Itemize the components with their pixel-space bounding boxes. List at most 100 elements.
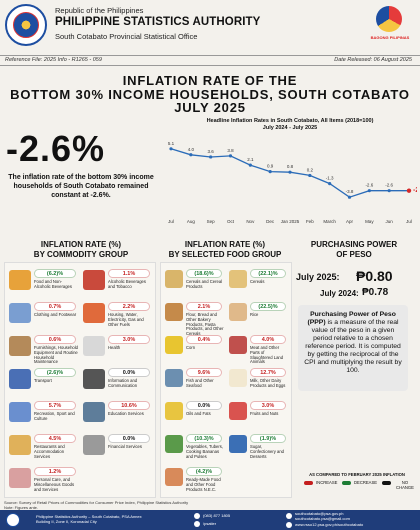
footer-phone[interactable]: (083) 877 1805 [203, 513, 231, 518]
legend-nochange-swatch [382, 481, 391, 485]
group-label: Financial Services [108, 444, 142, 449]
rate-value: 1.2% [34, 467, 76, 476]
ppp-july-2024: July 2024: [320, 289, 359, 298]
data-label: 3.6 [208, 149, 215, 154]
data-point [169, 147, 173, 151]
page-title: INFLATION RATE OF THE BOTTOM 30% INCOME … [10, 73, 410, 115]
footer-website[interactable]: www.rsso12.psa.gov.ph/southcotabato [295, 522, 364, 527]
data-point [268, 170, 272, 174]
data-label: 0.2 [307, 167, 314, 172]
group-item: 12.7% Milk, Other Dairy Products and Eggs [229, 367, 289, 400]
inflation-line-chart: 5.1 Jul 4.0 Aug 3.6 Sep 3.8 Oct 2.1 Nov 0.9 Dec 0.8 J… [168, 141, 417, 224]
group-item: 9.6% Fish and Other Seafood [165, 367, 225, 400]
group-item: 4.0% Meat and Other Parts of Slaughtered … [229, 334, 289, 367]
vegetables-icon [165, 435, 183, 453]
group-item: 3.0% Health [83, 334, 153, 367]
restaurant-icon [9, 435, 31, 455]
group-label: Recreation, Sport and Culture [34, 411, 75, 421]
laptop-icon [83, 369, 105, 389]
data-label: 0.8 [287, 164, 294, 169]
rate-value: (18.6)% [186, 269, 222, 278]
group-label: Vegetables, Tubers, Cooking Bananas and … [186, 444, 224, 459]
data-point [347, 195, 352, 199]
x-tick-label: Apr [346, 219, 354, 224]
group-label: Alcoholic Beverages and Tobacco [108, 279, 146, 289]
rate-value: 2.1% [186, 302, 222, 311]
ppp-july-2024-value: ₱0.78 [362, 287, 389, 298]
x-tick-label: Jul [406, 219, 412, 224]
ready-food-icon [165, 468, 183, 486]
data-point [328, 182, 332, 186]
republic-label: Republic of the Philippines [55, 6, 144, 15]
rate-value: 3.0% [108, 335, 150, 344]
rate-value: 1.1% [108, 269, 150, 278]
data-point [367, 189, 371, 193]
sugar-icon [229, 435, 247, 453]
legend-increase: INCREASE [316, 480, 338, 485]
legend-decrease: DECREASE [354, 480, 378, 485]
phone-icon [194, 513, 200, 519]
group-label: Fish and Other Seafood [186, 378, 214, 388]
ppp-heading: PURCHASING POWER OF PESO [310, 240, 398, 259]
x-tick-label: Nov [246, 219, 255, 224]
group-label: Information and Communication [108, 378, 138, 388]
rate-value: 0.0% [108, 368, 150, 377]
group-item: (22.5)% Rice [229, 301, 289, 334]
rate-value: 2.2% [108, 302, 150, 311]
food-panel: (18.6)% Cereals and Cereal Products (22.1)… [160, 262, 292, 498]
data-label: -2.6 [385, 183, 393, 188]
group-item: (18.6)% Cereals and Cereal Products [165, 268, 225, 301]
group-label: Transport [34, 378, 52, 383]
data-point [228, 154, 233, 158]
ppp-definition-box: Purchasing Power of Peso (PPP) is a meas… [298, 305, 408, 391]
rate-value: (6.2)% [34, 269, 76, 278]
fruits-icon [229, 402, 247, 420]
x-tick-label: Jan 2025 [281, 219, 300, 224]
bank-icon [83, 435, 105, 455]
data-label: -3.8 [346, 189, 354, 194]
group-label: Education Services [108, 411, 144, 416]
data-point [248, 163, 252, 167]
rate-value: 0.4% [186, 335, 222, 344]
group-item: 5.7% Recreation, Sport and Culture [9, 400, 79, 433]
meat-icon [229, 336, 247, 354]
group-label: Sugar, Confectionery and Desserts [250, 444, 284, 459]
group-label: Milk, Other Dairy Products and Eggs [250, 378, 286, 388]
group-item: 0.4% Corn [165, 334, 225, 367]
beverage-icon [83, 270, 105, 290]
x-tick-label: Dec [266, 219, 275, 224]
headline-rate: -2.6% [6, 128, 106, 169]
data-label: 4.0 [188, 147, 195, 152]
food-heading: INFLATION RATE (%) BY SELECTED FOOD GROUP [168, 240, 282, 259]
group-label: Ready-Made Food and Other Food Products … [186, 477, 221, 492]
commodity-heading: INFLATION RATE (%) BY COMMODITY GROUP [33, 240, 129, 259]
group-item: 3.0% Fruits and Nuts [229, 400, 289, 433]
commodity-panel: (6.2)% Food and Non-Alcoholic Beverages 1.… [4, 262, 156, 498]
grain-icon [229, 270, 247, 288]
rate-value: 4.5% [34, 434, 76, 443]
legend-increase-swatch [304, 481, 313, 485]
group-item: 0.6% Furnishings, Household Equipment and… [9, 334, 79, 367]
reference-bar: Reference File: 2025 Info - R1265 - 059 … [0, 55, 420, 66]
corn-icon [165, 336, 183, 354]
footer-facebook[interactable]: /psatier [203, 521, 217, 526]
rate-value: 4.0% [250, 335, 286, 344]
group-label: Rice [250, 312, 259, 317]
rate-value: 12.7% [250, 368, 286, 377]
data-label: -1.3 [326, 176, 334, 181]
group-item: 0.0% Financial Services [83, 433, 153, 466]
group-item: 2.1% Flour, Bread and Other Bakery Produc… [165, 301, 225, 336]
group-item: 10.6% Education Services [83, 400, 153, 433]
source-note: Source: Survey of Retail Prices of Commo… [4, 500, 189, 510]
email-icon [286, 513, 292, 519]
rate-value: 9.6% [186, 368, 222, 377]
facebook-icon [194, 521, 200, 527]
legend: AS COMPARED TO FEBRUARY 2025 INFLATION I… [298, 472, 416, 492]
clothing-icon [9, 303, 31, 323]
group-label: Housing, Water, Electricity, Gas and Oth… [108, 312, 144, 327]
education-icon [83, 402, 105, 422]
group-label: Furnishings, Household Equipment and Rou… [34, 345, 78, 365]
group-label: Fruits and Nuts [250, 411, 279, 416]
footer-emails[interactable]: southcotabato@psa.gov.ph southcotabato.ps… [295, 511, 350, 521]
data-label: 2.1 [247, 157, 254, 162]
